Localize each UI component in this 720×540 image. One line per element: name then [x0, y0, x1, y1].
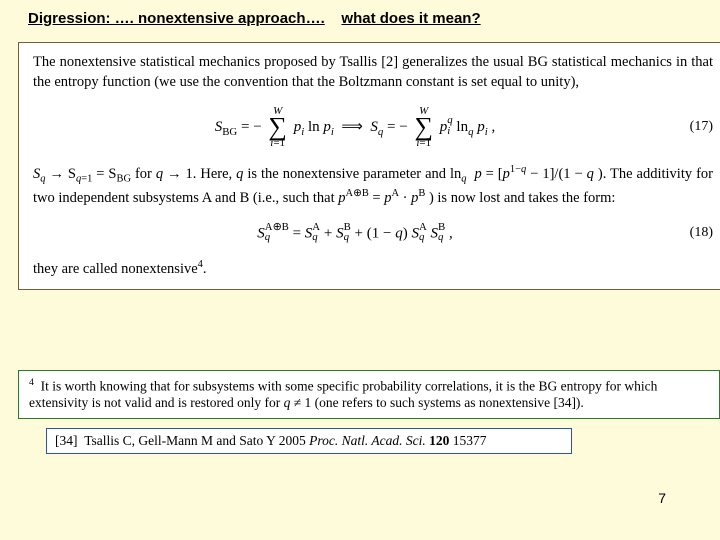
- page-number: 7: [658, 490, 666, 506]
- ref-label: [34]: [55, 433, 78, 448]
- equation-18-number: (18): [677, 224, 713, 243]
- ref-journal: Proc. Natl. Acad. Sci.: [309, 433, 426, 448]
- slide-title: Digression: …. nonextensive approach…. w…: [28, 10, 481, 27]
- title-underlined-2: what does it mean?: [341, 10, 480, 27]
- footnote-text-b: ≠ 1 (one refers to such systems as nonex…: [290, 395, 583, 410]
- main-content-box: The nonextensive statistical mechanics p…: [18, 42, 720, 290]
- after-eq17-text: Sq → Sq=1 = SBG for q → 1. Here, q is th…: [33, 163, 713, 208]
- tail-text: they are called nonextensive4.: [33, 258, 713, 279]
- equation-17: SBG = − W∑i=1 pi ln pi ⟹ Sq = − W∑i=1 pq…: [33, 106, 713, 149]
- title-underlined-1: Digression: …. nonextensive approach….: [28, 10, 325, 27]
- reference-box: [34] Tsallis C, Gell-Mann M and Sato Y 2…: [46, 428, 572, 454]
- footnote-box: 4 It is worth knowing that for subsystem…: [18, 370, 720, 419]
- ref-pages: 15377: [453, 433, 487, 448]
- equation-18: SA⊕Bq = SAq + SBq + (1 − q) SAq SBq , (1…: [33, 222, 713, 244]
- equation-17-body: SBG = − W∑i=1 pi ln pi ⟹ Sq = − W∑i=1 pq…: [33, 106, 677, 149]
- intro-paragraph: The nonextensive statistical mechanics p…: [33, 53, 713, 92]
- footnote-mark: 4: [29, 377, 34, 388]
- ref-vol: 120: [426, 433, 453, 448]
- equation-18-body: SA⊕Bq = SAq + SBq + (1 − q) SAq SBq ,: [33, 222, 677, 244]
- equation-17-number: (17): [677, 118, 713, 137]
- ref-authors: Tsallis C, Gell-Mann M and Sato Y 2005: [84, 433, 309, 448]
